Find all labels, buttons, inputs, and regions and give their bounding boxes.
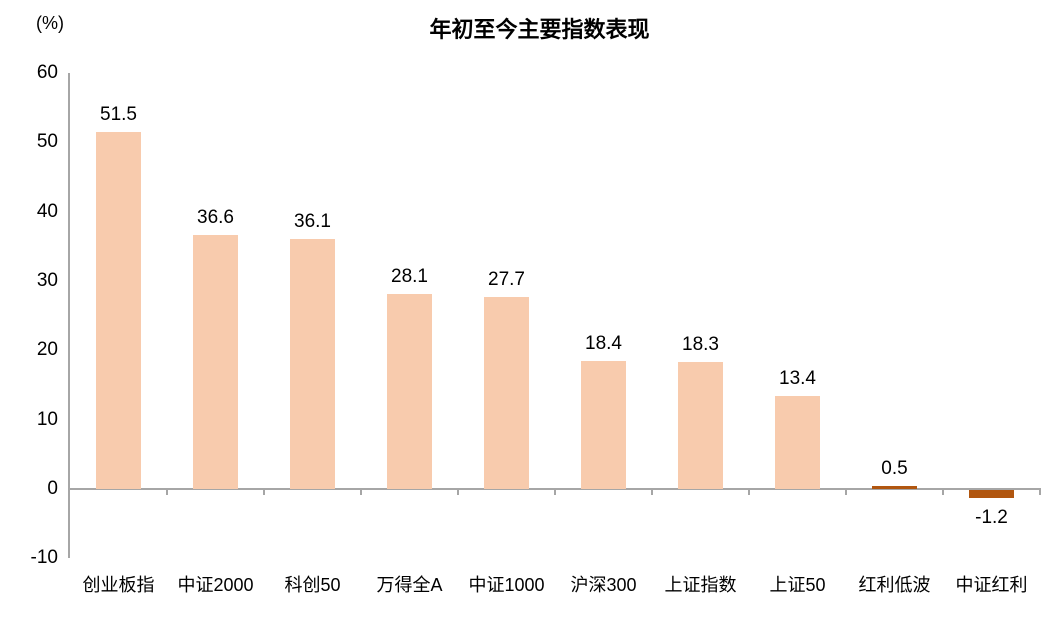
bar-value-label: 18.4 [585, 333, 622, 355]
y-axis-tick-label: 50 [36, 131, 58, 153]
bar [775, 396, 820, 489]
bar-value-label: 36.1 [294, 210, 331, 232]
x-axis-tick [942, 488, 944, 495]
y-axis-line [68, 73, 70, 558]
bar-value-label: 28.1 [391, 266, 428, 288]
x-axis-tick [166, 488, 168, 495]
x-axis-category-label: 中证2000 [177, 575, 254, 595]
bar-value-label: 0.5 [881, 457, 908, 479]
bar [96, 131, 141, 489]
x-axis-category-label: 创业板指 [82, 575, 155, 595]
bar [290, 238, 335, 489]
bar-value-label: 13.4 [779, 368, 816, 390]
x-axis-tick [554, 488, 556, 495]
x-axis-tick [845, 488, 847, 495]
y-axis-tick-label: 40 [36, 200, 58, 222]
x-axis-category-label: 上证指数 [664, 575, 737, 595]
chart-title: 年初至今主要指数表现 [429, 17, 650, 42]
y-axis-tick-label: -10 [30, 547, 58, 569]
x-axis-tick [457, 488, 459, 495]
x-axis-tick [360, 488, 362, 495]
bar-value-label: -1.2 [975, 507, 1008, 529]
bar-value-label: 27.7 [488, 268, 525, 290]
y-axis-tick-label: 10 [36, 408, 58, 430]
y-axis-unit-label: (%) [36, 13, 64, 33]
x-axis-category-label: 沪深300 [570, 575, 637, 595]
bar [484, 296, 529, 489]
x-axis-tick [263, 488, 265, 495]
x-axis-category-label: 中证1000 [468, 575, 545, 595]
y-axis-tick-label: 20 [36, 339, 58, 361]
x-axis-tick [748, 488, 750, 495]
bar-value-label: 51.5 [100, 103, 137, 125]
bar [872, 485, 917, 489]
x-axis-tick [651, 488, 653, 495]
x-axis-tick [1039, 488, 1041, 495]
bar-value-label: 18.3 [682, 334, 719, 356]
x-axis-category-label: 红利低波 [858, 575, 931, 595]
y-axis-tick-label: 0 [47, 478, 58, 499]
y-axis-tick-label: 60 [36, 62, 58, 83]
bar [678, 362, 723, 489]
x-axis-category-label: 中证红利 [955, 575, 1028, 595]
x-axis-category-label: 万得全A [376, 575, 443, 595]
x-axis-category-label: 科创50 [284, 575, 341, 595]
x-axis-category-label: 上证50 [769, 575, 826, 595]
bar [387, 294, 432, 489]
bar-value-label: 36.6 [197, 207, 234, 229]
y-axis-tick-label: 30 [36, 270, 58, 291]
bar [193, 235, 238, 489]
bar [969, 490, 1014, 499]
bar [581, 361, 626, 489]
